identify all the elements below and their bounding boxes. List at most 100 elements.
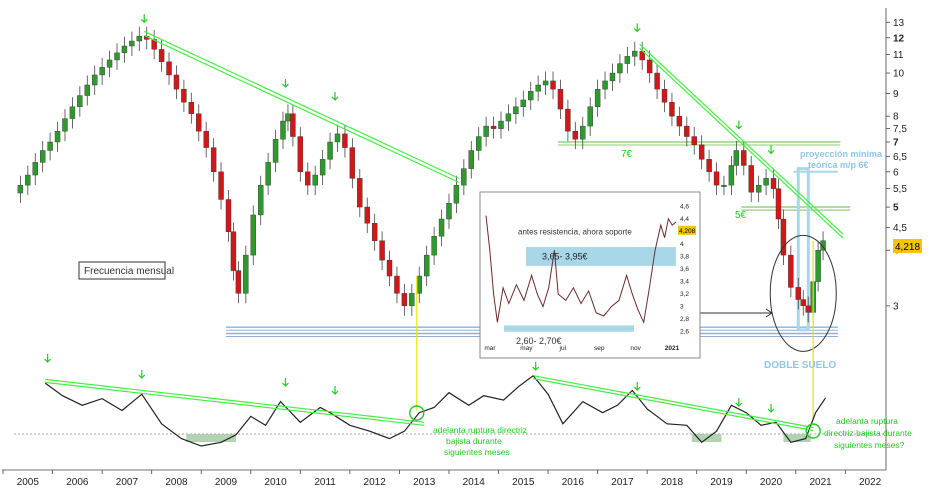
y-tick-label: 13 xyxy=(893,18,905,29)
x-tick-label: 2011 xyxy=(314,477,336,488)
double-bottom-label: DOBLE SUELO xyxy=(764,360,836,371)
inset-x-tick: mar xyxy=(484,345,496,352)
candle-body xyxy=(453,184,460,204)
candle-body xyxy=(290,113,296,137)
inset-x-tick: 2021 xyxy=(665,345,680,352)
inset-x-tick: sep xyxy=(594,345,605,352)
candle-body xyxy=(669,101,675,117)
candle-body xyxy=(401,293,408,307)
y-tick-label: 4,5 xyxy=(893,223,907,234)
candle-body xyxy=(250,214,256,256)
candle-body xyxy=(371,222,378,241)
candle-body xyxy=(594,88,601,107)
candle-body xyxy=(617,63,623,74)
candle-body xyxy=(265,162,271,186)
y-tick-label: 6,5 xyxy=(893,152,907,163)
projection-label-2: teórica m/p 6€ xyxy=(808,160,869,170)
x-tick-label: 2014 xyxy=(463,477,486,488)
x-tick-label: 2008 xyxy=(165,477,188,488)
candle-body xyxy=(721,184,727,187)
candle-body xyxy=(243,254,249,294)
inset-x-tick: may xyxy=(520,345,533,352)
inset-y-tick: 4 xyxy=(680,241,684,248)
inset-y-tick: 4,4 xyxy=(680,216,689,223)
level-label-7: 7€ xyxy=(621,149,633,160)
candle-body xyxy=(181,88,187,103)
inset-note: antes resistencia, ahora soporte xyxy=(518,227,632,236)
x-tick-label: 2010 xyxy=(264,477,287,488)
inset-y-tick: 4,6 xyxy=(680,203,689,210)
candle-body xyxy=(691,136,697,145)
trendline xyxy=(144,34,460,183)
touch-arrow xyxy=(282,79,289,88)
candle-body xyxy=(25,174,31,186)
candle-body xyxy=(483,125,489,137)
candle-body xyxy=(39,150,46,163)
double-bottom-ellipse xyxy=(769,234,837,352)
candle-body xyxy=(805,305,811,313)
candle-body xyxy=(770,178,777,189)
annotation-layer: Frecuencia mensual 7€ 5€ proyección míni… xyxy=(78,149,922,457)
oscillator-arrow xyxy=(532,362,540,371)
candle-body xyxy=(349,147,356,179)
candle-body xyxy=(84,84,90,96)
candle-body xyxy=(572,131,579,140)
candle-body xyxy=(47,141,53,151)
candle-body xyxy=(587,106,593,127)
candle-body xyxy=(151,39,157,50)
inset-x-tick: nov xyxy=(630,345,641,352)
candle-body xyxy=(565,108,571,132)
inset-y-tick: 3,6 xyxy=(680,266,689,273)
y-tick-label: 6 xyxy=(893,167,899,178)
y-tick-label: 5 xyxy=(893,203,899,214)
candle-body xyxy=(476,136,482,151)
candle-body xyxy=(535,84,541,92)
candle-body xyxy=(106,59,113,68)
candle-body xyxy=(416,275,422,294)
x-tick-label: 2007 xyxy=(116,477,139,488)
candle-body xyxy=(69,106,76,119)
oscillator-trendline xyxy=(533,378,814,432)
candle-body xyxy=(520,99,526,107)
inset-y-tick: 3,8 xyxy=(680,253,689,260)
y-tick-label: 8 xyxy=(893,112,899,123)
trendline xyxy=(144,30,460,179)
touch-arrow xyxy=(633,23,641,33)
candle-body xyxy=(235,270,242,294)
inset-y-tick: 3,4 xyxy=(680,279,689,286)
candle-body xyxy=(528,91,534,101)
candle-body xyxy=(409,293,415,307)
candle-body xyxy=(319,159,326,176)
x-tick-label: 2013 xyxy=(413,477,436,488)
oscillator-arrow xyxy=(44,354,52,363)
trendline xyxy=(639,47,844,239)
oscillator-trendline xyxy=(45,381,425,426)
candle-body xyxy=(32,162,38,176)
breakout-circle xyxy=(805,423,821,439)
x-tick-label: 2006 xyxy=(66,477,89,488)
inset-support-zone xyxy=(504,325,634,332)
candle-body xyxy=(676,115,683,127)
level-label-5: 5€ xyxy=(735,210,747,221)
candle-body xyxy=(513,106,519,114)
touch-arrow xyxy=(140,14,148,24)
x-tick-label: 2019 xyxy=(710,477,733,488)
inset-x-tick: jul xyxy=(559,345,567,352)
candle-body xyxy=(386,259,393,277)
candle-body xyxy=(285,113,291,122)
candle-body xyxy=(129,40,135,47)
candle-body xyxy=(394,275,400,294)
oscillator-arrow xyxy=(735,398,743,407)
candle-body xyxy=(121,45,128,54)
candle-body xyxy=(800,299,806,307)
oscillator-arrow xyxy=(138,370,146,379)
candle-body xyxy=(196,113,202,132)
candle-body xyxy=(272,139,279,163)
candle-body xyxy=(92,74,98,86)
candle-body xyxy=(775,188,782,220)
oscillator-layer xyxy=(14,354,885,447)
candle-body xyxy=(158,49,165,62)
candle-body xyxy=(77,95,83,107)
x-tick-label: 2021 xyxy=(809,477,832,488)
